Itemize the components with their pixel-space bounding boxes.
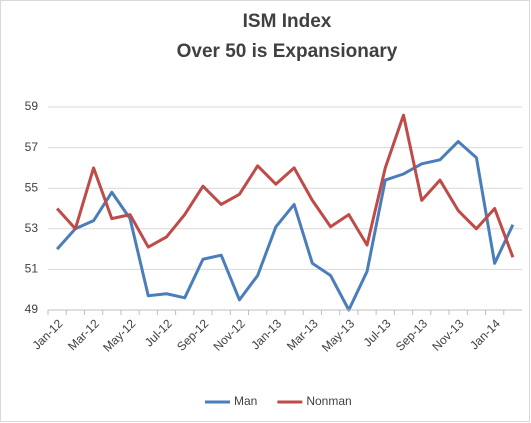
- y-tick-label: 49: [25, 302, 39, 316]
- y-tick-label: 51: [25, 262, 39, 276]
- chart-subtitle: Over 50 is Expansionary: [177, 41, 398, 62]
- y-tick-label: 53: [25, 221, 39, 235]
- chart-title: ISM Index: [243, 11, 332, 32]
- line-series: [55, 140, 515, 312]
- y-tick-label: 59: [25, 99, 39, 113]
- y-tick-label: 55: [25, 180, 39, 194]
- legend-label: Nonman: [306, 394, 351, 408]
- line-series: [55, 113, 515, 258]
- y-tick-label: 57: [25, 140, 39, 154]
- legend-label: Man: [234, 394, 257, 408]
